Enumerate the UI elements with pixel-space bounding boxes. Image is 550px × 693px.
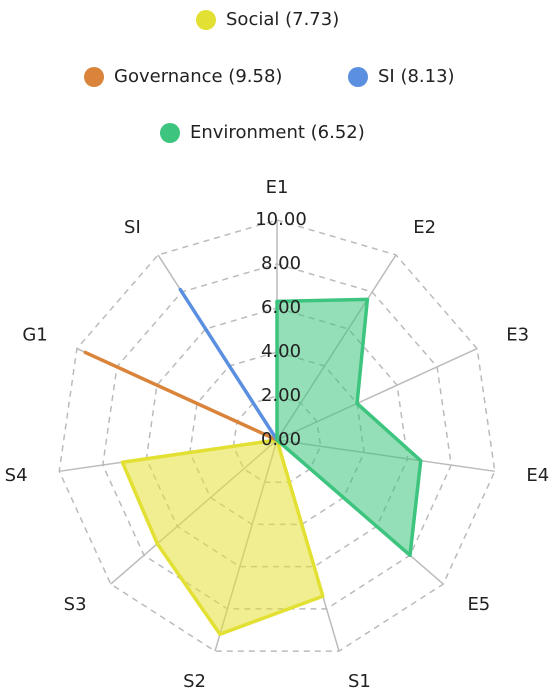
legend-marker [348,67,368,87]
axis-label: E2 [413,217,436,238]
axis-label: E5 [467,594,490,615]
legend-label: SI (8.13) [378,66,455,87]
legend-item[interactable]: SI (8.13) [348,66,455,87]
legend-marker [84,67,104,87]
legend-item[interactable]: Environment (6.52) [160,122,365,143]
r-tick-label: 4.00 [261,341,301,362]
axis-label: E4 [526,465,549,486]
series-area [275,297,423,558]
series-area [178,287,279,442]
legend-item[interactable]: Governance (9.58) [84,66,282,87]
axis-label: E1 [266,177,289,198]
axis-label: S1 [348,671,371,692]
r-tick-label: 6.00 [261,297,301,318]
legend-marker [196,10,216,30]
r-tick-label: 2.00 [261,385,301,406]
axis-label: S4 [5,465,28,486]
grid-ring [58,219,496,652]
axis-label: E3 [506,324,529,345]
grid-ring [102,263,452,610]
axis-label: G1 [22,324,47,345]
legend-label: Governance (9.58) [114,66,282,87]
r-tick-label: 0.00 [261,429,301,450]
legend-marker [160,123,180,143]
axis-label: S2 [183,671,206,692]
r-tick-label: 10.00 [255,209,307,230]
r-tick-label: 8.00 [261,253,301,274]
series-area [83,350,279,442]
legend-label: Environment (6.52) [190,122,365,143]
axis-label: S3 [64,594,87,615]
legend-item[interactable]: Social (7.73) [196,9,339,30]
series-area [120,438,325,636]
axis-label: SI [124,217,141,238]
legend-label: Social (7.73) [226,9,339,30]
